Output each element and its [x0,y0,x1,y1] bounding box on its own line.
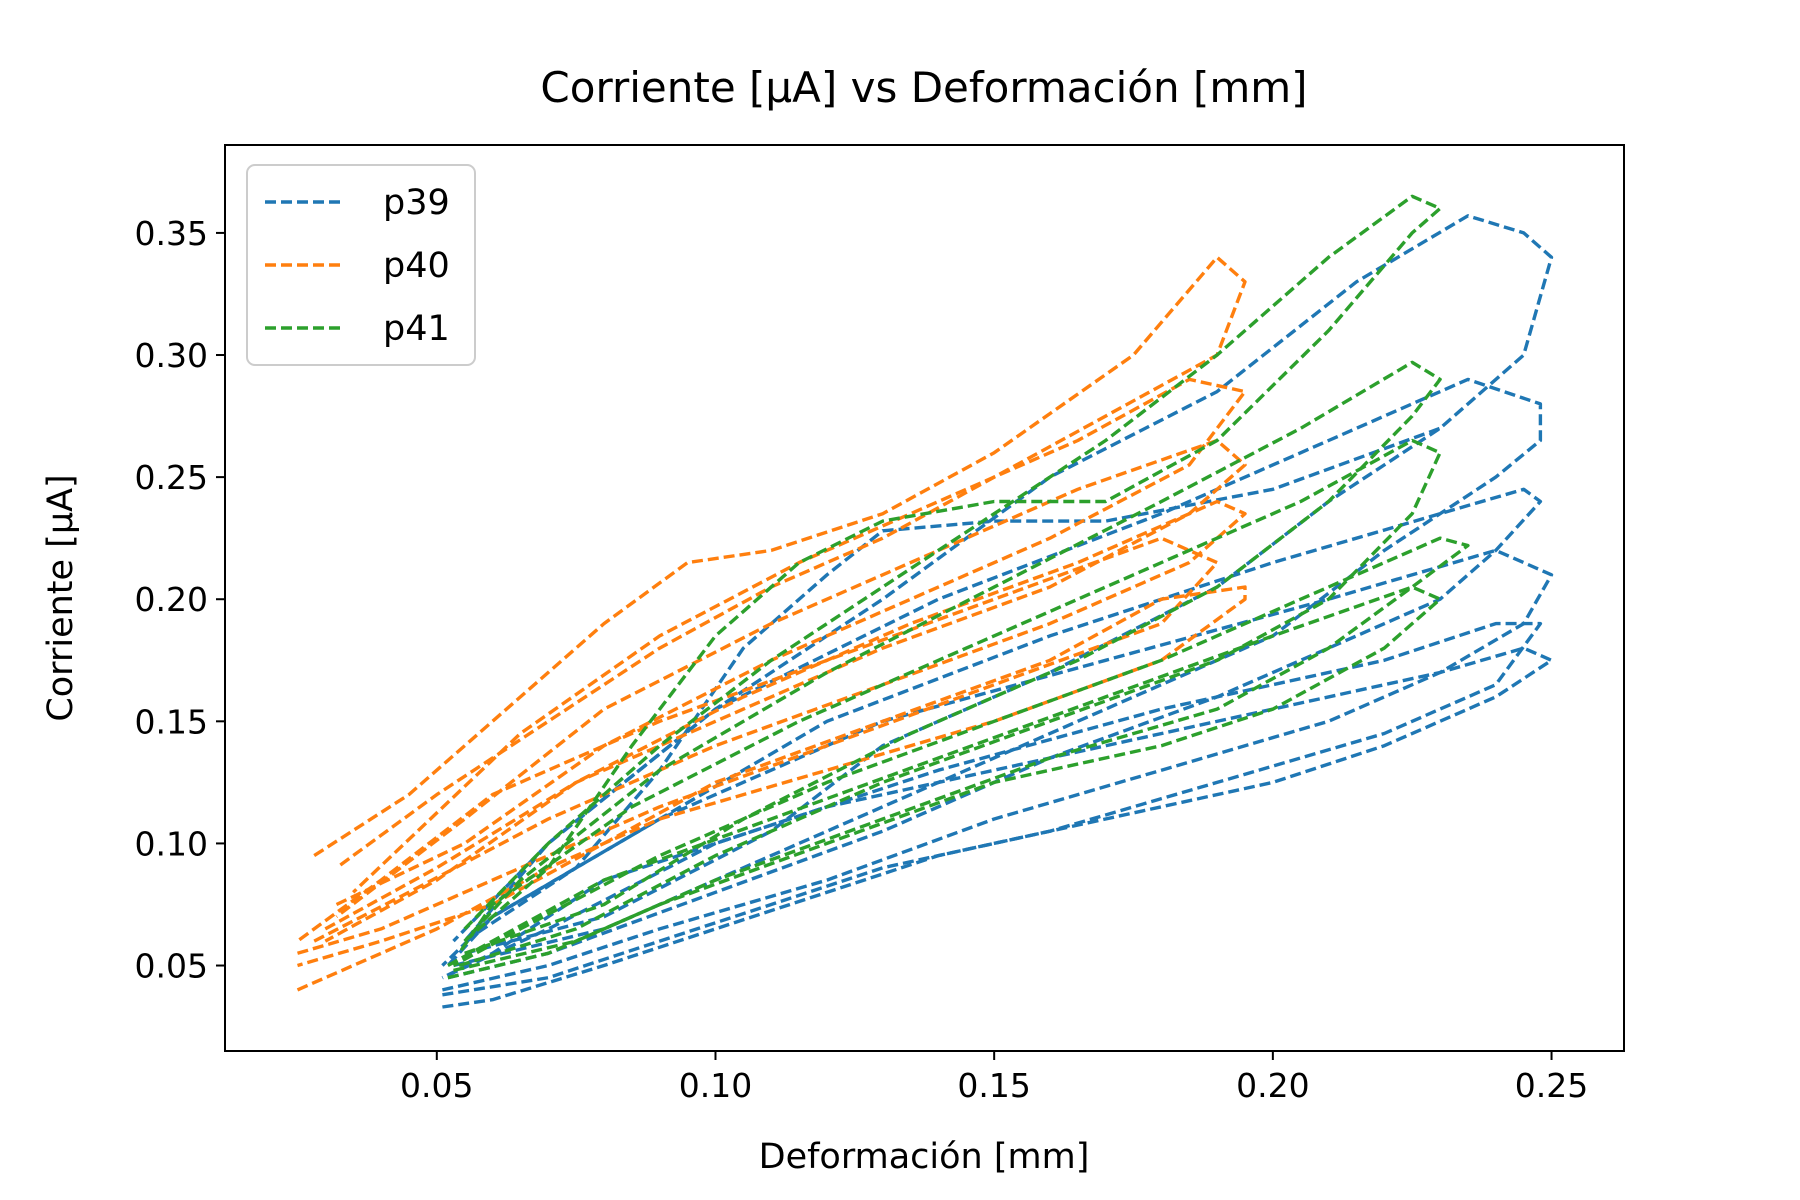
chart-title: Corriente [μA] vs Deformación [mm] [540,63,1307,112]
y-tick-label: 0.15 [135,702,208,741]
series-line-p40 [335,377,1247,907]
x-tick-label: 0.10 [679,1066,752,1105]
series-line-p39 [452,377,1543,968]
series-line-p41 [452,536,1470,973]
series-line-p41 [463,194,1442,943]
legend-frame [246,164,476,366]
x-tick-label: 0.15 [957,1066,1030,1105]
series-line-p39 [446,487,1543,980]
y-axis: 0.05 0.10 0.15 0.20 0.25 0.30 0.35 [135,214,225,986]
y-tick-label: 0.35 [135,214,208,253]
series-line-p39 [463,214,1554,955]
legend-label-p41: p41 [383,309,450,349]
x-tick-label: 0.05 [400,1066,473,1105]
y-tick-label: 0.25 [135,458,208,497]
x-tick-label: 0.20 [1236,1066,1309,1105]
series-line-p41 [447,585,1442,980]
x-axis: 0.05 0.10 0.15 0.20 0.25 [400,1051,1588,1105]
y-tick-label: 0.10 [135,824,208,863]
legend-label-p40: p40 [383,246,450,286]
y-tick-label: 0.30 [135,336,208,375]
x-axis-label: Deformación [mm] [759,1137,1090,1177]
series-p41 [447,194,1470,980]
series-line-p41 [457,438,1442,968]
series-line-p39 [441,548,1554,992]
series-line-p40 [313,255,1247,870]
y-tick-label: 0.05 [135,947,208,986]
series-line-p41 [463,360,1442,955]
x-tick-label: 0.25 [1515,1066,1588,1105]
series-layer [296,194,1554,1009]
series-line-p40 [324,438,1247,931]
series-line-p39 [441,621,1543,997]
y-axis-label: Corriente [μA] [41,474,81,721]
series-line-p39 [463,426,1441,943]
legend: p39 p40 p41 [246,164,476,366]
y-tick-label: 0.20 [135,580,208,619]
plot-frame [224,144,1625,1052]
legend-label-p39: p39 [383,183,450,223]
